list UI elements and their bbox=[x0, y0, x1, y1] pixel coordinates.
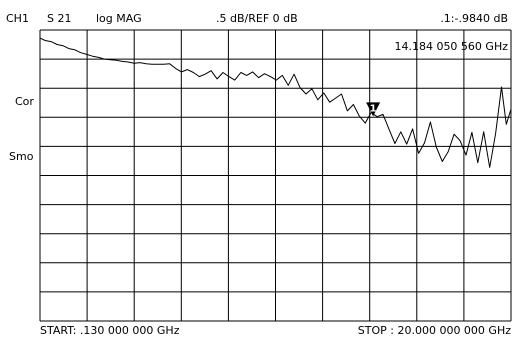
correction-indicator: Cor bbox=[15, 95, 34, 108]
start-frequency: START: .130 000 000 GHz bbox=[40, 324, 180, 337]
format-label: log MAG bbox=[96, 12, 142, 25]
marker-number: 1 bbox=[370, 103, 377, 114]
marker-triangle-icon bbox=[366, 102, 381, 117]
smoothing-indicator: Smo bbox=[9, 150, 34, 163]
stop-frequency: STOP : 20.000 000 000 GHz bbox=[358, 324, 511, 337]
graticule bbox=[39, 29, 512, 322]
marker-frequency: 14.184 050 560 GHz bbox=[394, 40, 508, 53]
scale-label: .5 dB/REF 0 dB bbox=[216, 12, 298, 25]
marker-1: 1 bbox=[366, 102, 381, 117]
channel-label: CH1 bbox=[6, 12, 29, 25]
marker-readout: .1:-.9840 dB bbox=[440, 12, 508, 25]
s21-trace bbox=[39, 37, 512, 168]
parameter-label: S 21 bbox=[47, 12, 71, 25]
